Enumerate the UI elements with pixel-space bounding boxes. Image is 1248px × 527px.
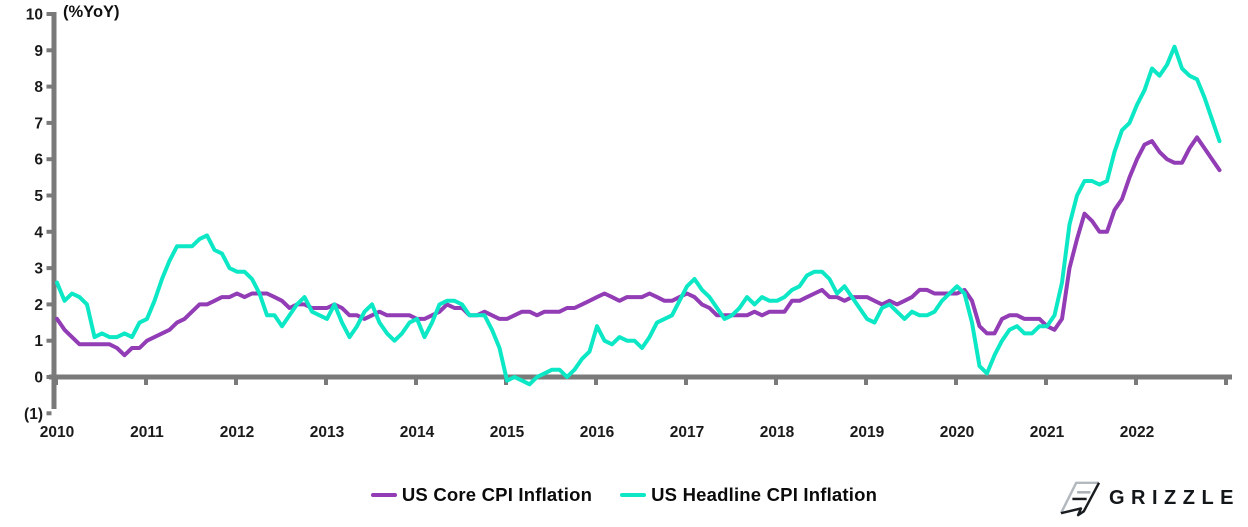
x-tick-label: 2018 <box>760 424 795 441</box>
y-tick-label: 4 <box>34 224 43 241</box>
y-tick-label: 0 <box>34 370 43 387</box>
core-cpi-line <box>55 135 1222 358</box>
x-tick-label: 2019 <box>850 424 885 441</box>
legend-item-core: US Core CPI Inflation <box>370 484 593 506</box>
headline-line-swatch <box>620 492 647 498</box>
y-tick-label: 1 <box>34 333 43 350</box>
y-tick-label: 3 <box>34 261 43 278</box>
x-tick-label: 2021 <box>1030 424 1065 441</box>
x-tick-label: 2013 <box>310 424 345 441</box>
grizzle-logo-icon <box>1059 481 1101 517</box>
y-tick-label: 10 <box>26 7 43 24</box>
chart-legend: US Core CPI Inflation US Headline CPI In… <box>0 484 1248 506</box>
y-tick-label: 5 <box>34 188 43 205</box>
grizzle-logo: GRIZZLE <box>1058 479 1240 517</box>
x-tick-label: 2011 <box>130 424 164 441</box>
legend-item-headline: US Headline CPI Inflation <box>620 484 877 506</box>
y-tick-label: 7 <box>34 115 43 132</box>
grizzle-logo-text: GRIZZLE <box>1108 486 1240 509</box>
x-tick-label: 2016 <box>580 424 615 441</box>
x-tick-label: 2022 <box>1120 424 1154 441</box>
y-tick-label: 2 <box>34 297 43 314</box>
x-tick-label: 2015 <box>490 424 525 441</box>
legend-label-core: US Core CPI Inflation <box>401 484 593 505</box>
y-tick-label: (1) <box>24 406 43 423</box>
x-tick-label: 2017 <box>670 424 704 441</box>
y-axis-unit-label: (%YoY) <box>63 3 120 21</box>
core-line-swatch <box>370 492 397 498</box>
y-tick-label: 8 <box>34 79 43 96</box>
y-tick-label: 9 <box>34 43 43 60</box>
x-tick-label: 2012 <box>220 424 254 441</box>
x-tick-label: 2010 <box>40 424 74 441</box>
x-tick-label: 2014 <box>400 424 435 441</box>
legend-label-headline: US Headline CPI Inflation <box>651 484 878 505</box>
x-tick-labels: 2010 2011 2012 2013 2014 2015 2016 2017 2018 2019… <box>40 379 1228 441</box>
headline-cpi-line <box>55 44 1222 387</box>
y-tick-label: 6 <box>34 152 43 169</box>
x-tick-label: 2020 <box>940 424 974 441</box>
